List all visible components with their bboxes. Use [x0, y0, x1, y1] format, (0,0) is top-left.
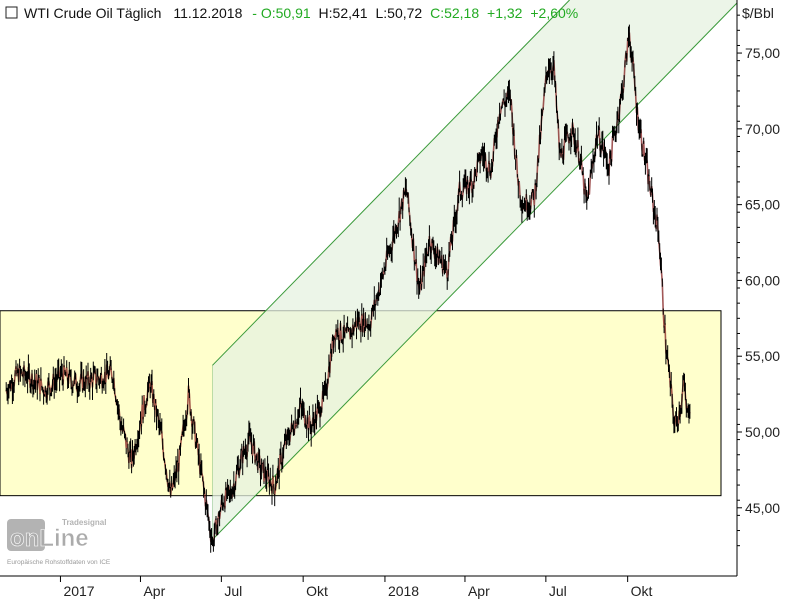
quote-date: 11.12.2018	[173, 5, 242, 21]
y-axis-ticks: 45,00 50,00 55,00 60,00 65,00 70,00 75,00	[737, 14, 780, 547]
y-tick-label: 60,00	[745, 272, 780, 288]
change-value: +1,32	[487, 5, 523, 21]
tradesignal-brand: Tradesignal	[62, 518, 106, 527]
y-axis-label: $/Bbl	[742, 5, 774, 21]
open-separator: -	[252, 5, 261, 21]
y-tick-label: 50,00	[745, 424, 780, 440]
y-tick-label: 70,00	[745, 121, 780, 137]
online-logo-box	[7, 519, 45, 551]
x-tick-label: Apr	[143, 583, 165, 599]
change-pct-value: +2,60%	[530, 5, 578, 21]
x-tick-label: Okt	[631, 583, 653, 599]
low-value: L:50,72	[375, 5, 422, 21]
x-tick-label: Okt	[306, 583, 328, 599]
online-logo-text: onLine	[10, 525, 89, 552]
price-bars	[5, 24, 691, 553]
instrument-name: WTI Crude Oil Täglich	[24, 5, 161, 21]
trend-channel	[212, 0, 738, 540]
x-tick-label: Jul	[224, 583, 242, 599]
tradesignal-watermark: onLine Tradesignal Europäische Rohstoffd…	[7, 518, 111, 566]
x-axis-ticks: 2017 Apr Jul Okt 2018 Apr Jul Okt	[59, 576, 653, 599]
x-tick-label: 2017	[63, 583, 94, 599]
x-tick-label: 2018	[388, 583, 419, 599]
y-tick-label: 45,00	[745, 500, 780, 516]
y-tick-label: 65,00	[745, 197, 780, 213]
chart-header: WTI Crude Oil Täglich 11.12.2018 - O:50,…	[5, 5, 578, 21]
trend-channel-upper-line	[212, 0, 570, 366]
svg-text:WTI Crude Oil Täglich 11: WTI Crude Oil Täglich 11.12.2018 - O:50,…	[24, 5, 578, 21]
open-value: O:50,91	[261, 5, 311, 21]
y-tick-label: 55,00	[745, 348, 780, 364]
high-value: H:52,41	[319, 5, 368, 21]
trend-channel-lower-line	[212, 2, 738, 540]
square-outline-icon[interactable]	[5, 6, 18, 19]
x-tick-label: Jul	[549, 583, 567, 599]
price-series	[5, 24, 691, 553]
trend-channel-fill	[212, 0, 737, 540]
x-tick-label: Apr	[468, 583, 490, 599]
close-value: C:52,18	[430, 5, 479, 21]
data-source-note: Europäische Rohstoffdaten von ICE	[7, 559, 111, 566]
y-tick-label: 75,00	[745, 45, 780, 61]
